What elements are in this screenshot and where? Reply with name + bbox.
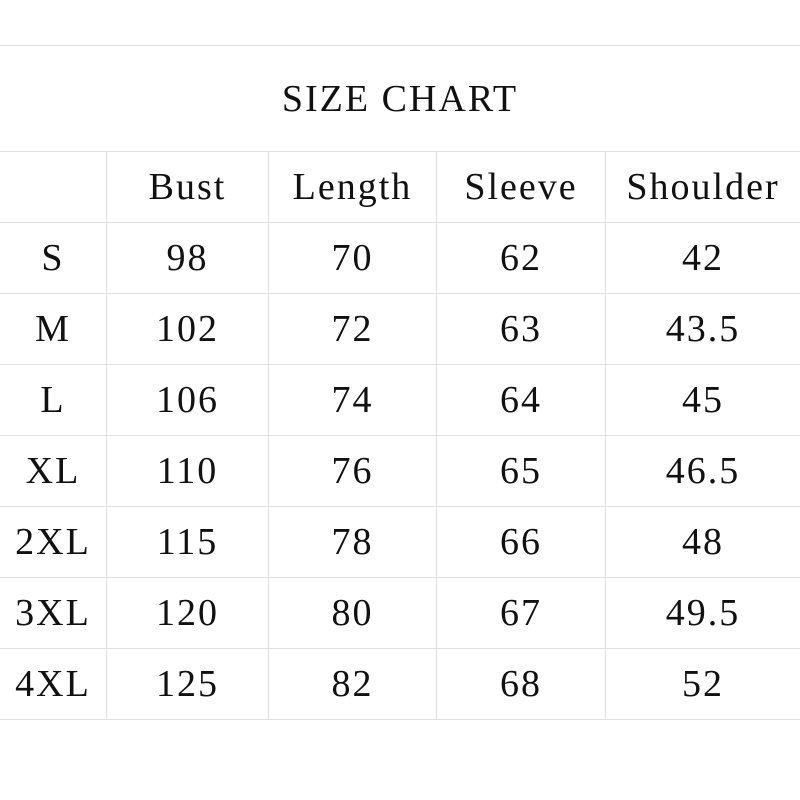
- table-row: L 106 74 64 45: [0, 365, 800, 436]
- cell-length: 74: [269, 365, 437, 435]
- cell-shoulder: 49.5: [665, 592, 741, 634]
- cell-sleeve: 65: [437, 436, 606, 506]
- cell-sleeve: 66: [437, 507, 606, 577]
- cell-length: 78: [269, 507, 437, 577]
- cell-sleeve: 62: [437, 223, 606, 293]
- cell-shoulder: 42: [682, 237, 724, 279]
- cell-length: 82: [269, 649, 437, 719]
- header-bust: Bust: [107, 152, 269, 222]
- table-row: 4XL 125 82 68 52: [0, 649, 800, 720]
- cell-sleeve: 63: [437, 294, 606, 364]
- cell-size: 4XL: [0, 649, 107, 719]
- cell-bust: 110: [107, 436, 269, 506]
- cell-length: 70: [269, 223, 437, 293]
- cell-sleeve: 68: [437, 649, 606, 719]
- cell-shoulder: 45: [682, 379, 724, 421]
- cell-shoulder: 46.5: [665, 450, 741, 492]
- size-chart-table: SIZE CHART Bust Length Sleeve Shoulder S…: [0, 45, 800, 720]
- table-row: 3XL 120 80 67 49.5: [0, 578, 800, 649]
- cell-sleeve: 67: [437, 578, 606, 648]
- cell-shoulder: 43.5: [665, 308, 741, 350]
- cell-bust: 98: [107, 223, 269, 293]
- cell-size: M: [0, 294, 107, 364]
- cell-size: XL: [0, 436, 107, 506]
- table-row: 2XL 115 78 66 48: [0, 507, 800, 578]
- cell-length: 72: [269, 294, 437, 364]
- cell-shoulder: 52: [682, 663, 724, 705]
- cell-shoulder: 48: [682, 521, 724, 563]
- table-row: XL 110 76 65 46.5: [0, 436, 800, 507]
- cell-bust: 106: [107, 365, 269, 435]
- cell-bust: 125: [107, 649, 269, 719]
- chart-title: SIZE CHART: [0, 46, 800, 152]
- header-row: Bust Length Sleeve Shoulder: [0, 152, 800, 223]
- table-row: S 98 70 62 42: [0, 223, 800, 294]
- cell-size: L: [0, 365, 107, 435]
- cell-bust: 115: [107, 507, 269, 577]
- cell-length: 80: [269, 578, 437, 648]
- header-sleeve: Sleeve: [437, 152, 606, 222]
- table-row: M 102 72 63 43.5: [0, 294, 800, 365]
- cell-size: 2XL: [0, 507, 107, 577]
- header-length: Length: [269, 152, 437, 222]
- cell-sleeve: 64: [437, 365, 606, 435]
- header-shoulder: Shoulder: [626, 166, 780, 208]
- cell-length: 76: [269, 436, 437, 506]
- cell-bust: 120: [107, 578, 269, 648]
- header-cell: [0, 152, 107, 222]
- cell-size: 3XL: [0, 578, 107, 648]
- cell-bust: 102: [107, 294, 269, 364]
- cell-size: S: [0, 223, 107, 293]
